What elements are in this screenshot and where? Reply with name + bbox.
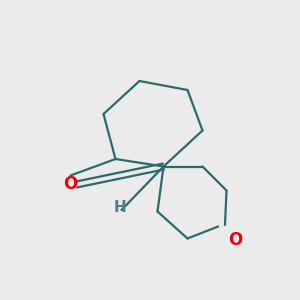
Text: H: H <box>114 200 126 214</box>
Text: O: O <box>63 175 78 193</box>
Text: O: O <box>228 231 243 249</box>
